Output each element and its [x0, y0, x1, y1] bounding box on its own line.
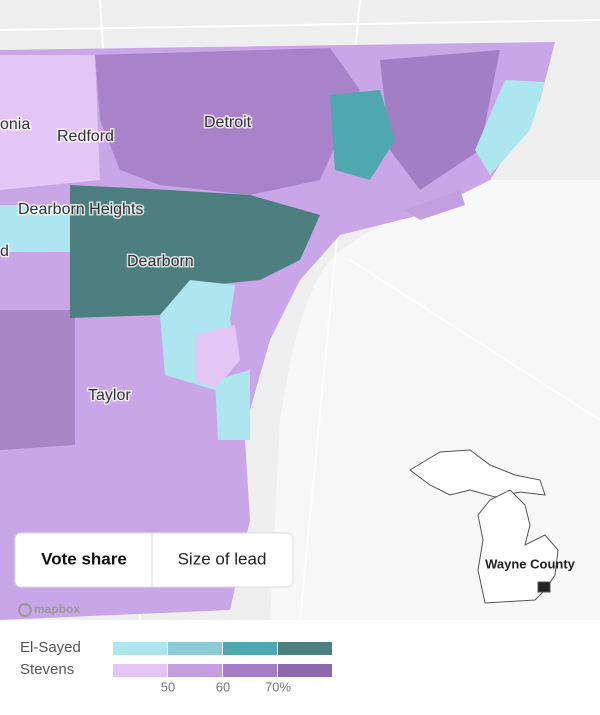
- legend-tick: 60: [216, 679, 230, 694]
- place-label: Dearborn: [127, 253, 194, 270]
- dark-region: [95, 48, 360, 195]
- place-label: Detroit: [204, 114, 252, 131]
- light-teal-region: [0, 205, 70, 252]
- place-label: Dearborn Heights: [18, 201, 143, 218]
- legend-tick: 50: [161, 679, 175, 694]
- toggle-option[interactable]: Size of lead: [178, 549, 267, 568]
- inset-label: Wayne County: [485, 556, 576, 571]
- island: [405, 190, 465, 220]
- legend-tick: 70%: [265, 679, 291, 694]
- teal-region: [70, 185, 320, 318]
- legend-swatch: [168, 664, 222, 677]
- place-label: d: [0, 243, 9, 260]
- county-area: [0, 42, 555, 620]
- place-label: Redford: [57, 128, 114, 145]
- dark-region: [380, 50, 500, 190]
- legend-swatch: [223, 664, 277, 677]
- light-teal-region: [215, 370, 250, 440]
- legend-swatch: [113, 642, 167, 655]
- legend-swatch: [278, 664, 332, 677]
- light-region: [195, 325, 240, 388]
- attribution: mapbox: [34, 602, 80, 616]
- dark-region: [0, 310, 75, 450]
- legend-swatch: [278, 642, 332, 655]
- legend-swatch: [223, 642, 277, 655]
- legend-label: El-Sayed: [20, 639, 81, 656]
- toggle-box: [14, 532, 294, 588]
- teal-region: [330, 90, 395, 180]
- legend: El-Sayed Stevens 50 60 70%: [20, 639, 332, 694]
- place-label: onia: [0, 116, 30, 133]
- attribution-logo: [18, 603, 32, 617]
- light-region: [0, 55, 100, 190]
- legend-label: Stevens: [20, 661, 74, 678]
- legend-swatch: [168, 642, 222, 655]
- toggle-option[interactable]: Vote share: [41, 549, 127, 568]
- michigan-inset: [409, 449, 559, 604]
- legend-swatch: [113, 664, 167, 677]
- place-label: Taylor: [88, 387, 131, 404]
- light-teal-region: [475, 80, 545, 175]
